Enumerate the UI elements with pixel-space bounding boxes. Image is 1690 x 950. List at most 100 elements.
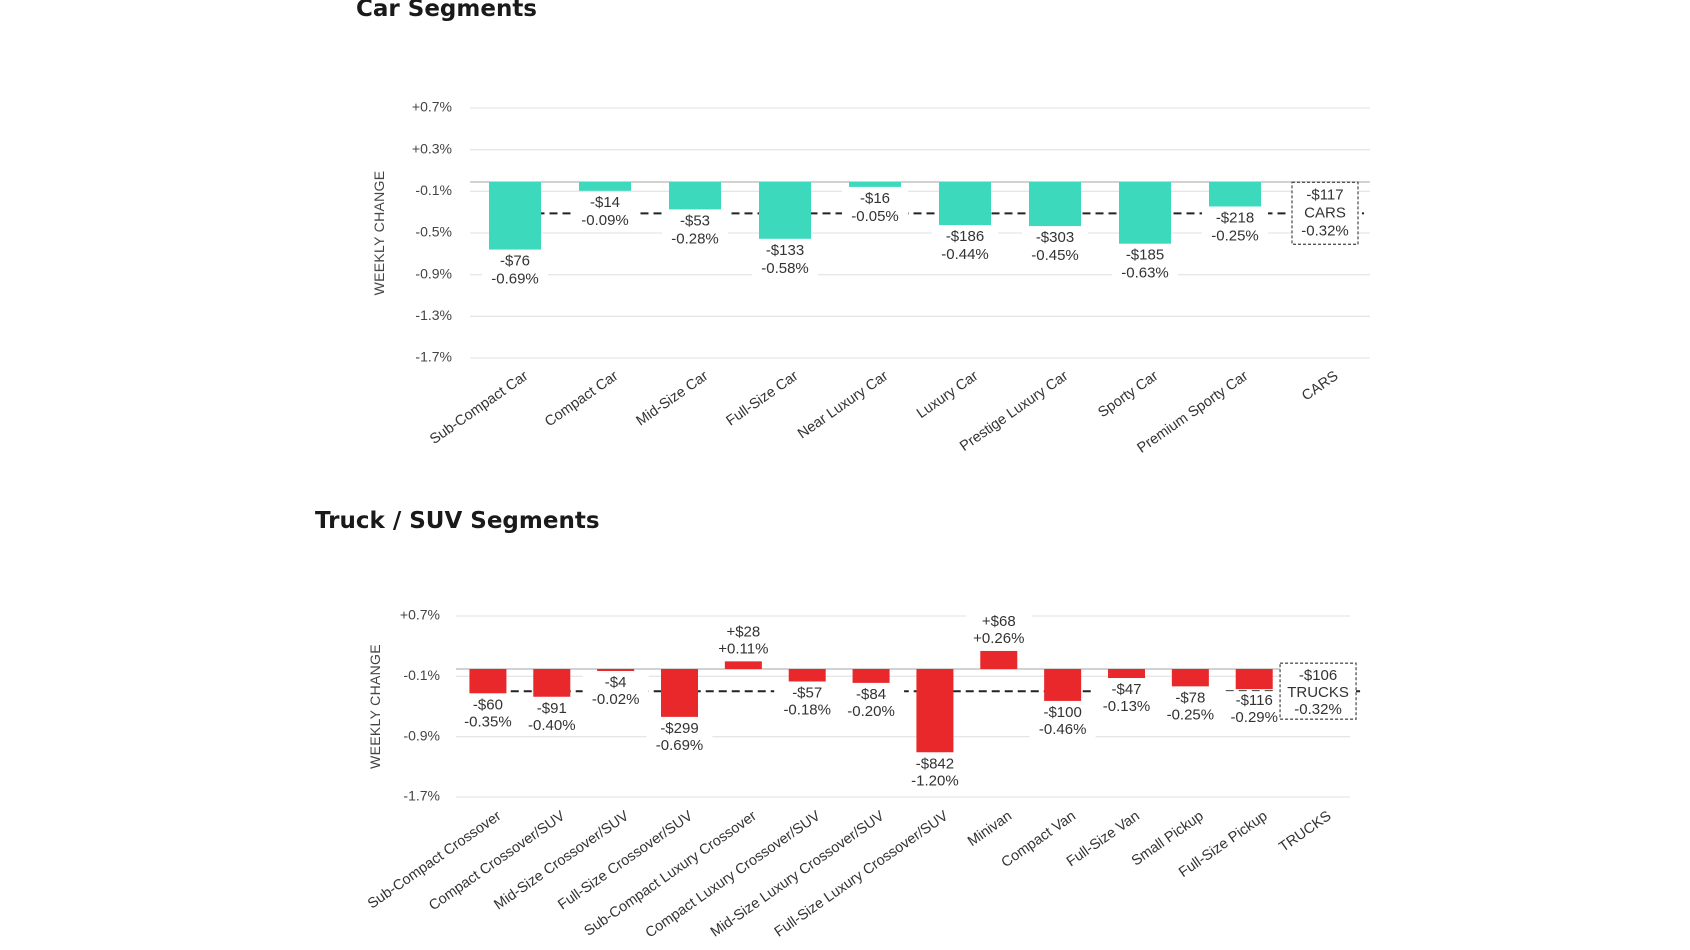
data-label-percent: -0.35% (464, 713, 512, 730)
summary-label: CARS (1304, 204, 1346, 221)
data-label-background (1112, 245, 1178, 284)
car-segments-title: Car Segments (356, 0, 538, 22)
bar (533, 669, 571, 697)
summary-box (1279, 662, 1357, 720)
y-tick-label: -1.7% (403, 788, 440, 804)
data-label-percent: -0.09% (581, 212, 629, 229)
bar (1029, 182, 1081, 227)
data-label-background (454, 695, 521, 732)
bar (489, 182, 541, 250)
summary-percent: -0.32% (1301, 222, 1349, 239)
bar (597, 669, 635, 671)
data-label-background (752, 240, 818, 279)
bar (1209, 182, 1261, 207)
bar (1044, 669, 1082, 701)
bar (661, 669, 698, 717)
data-label-dollar: +$28 (726, 623, 760, 640)
data-label-percent: -0.58% (761, 260, 809, 277)
data-label-dollar: -$116 (1236, 692, 1273, 709)
bar (724, 661, 762, 669)
data-label-dollar: -$78 (1175, 689, 1205, 706)
data-label-percent: -0.25% (1167, 706, 1215, 723)
y-tick-label: -0.1% (415, 182, 452, 198)
car-segments-chart: +0.7% +0.3% -0.1% -0.5% -0.9% -1.3% -1.7% WEEKL… (371, 99, 1370, 457)
data-label-dollar: -$218 (1216, 209, 1254, 226)
data-label-background (1093, 680, 1160, 717)
y-tick-label: +0.3% (412, 140, 452, 156)
data-label-background (901, 754, 968, 791)
bar (1171, 669, 1209, 687)
data-label-percent: +0.11% (718, 640, 768, 657)
data-label-dollar: -$100 (1043, 704, 1081, 721)
data-label-background (842, 188, 908, 227)
data-label-background (572, 192, 638, 231)
summary-box (1291, 181, 1359, 245)
data-label-background (838, 684, 905, 721)
data-label-background (774, 683, 841, 720)
bar (1235, 669, 1273, 690)
data-label-dollar: -$14 (590, 194, 620, 211)
y-axis-label: WEEKLY CHANGE (371, 171, 387, 296)
data-label-percent: -0.40% (528, 717, 576, 734)
bar (980, 650, 1018, 669)
data-label-percent: -0.69% (491, 271, 539, 288)
y-tick-label: +0.7% (412, 99, 452, 115)
y-axis-label: WEEKLY CHANGE (367, 644, 383, 769)
data-label-dollar: -$84 (856, 686, 886, 703)
bar (759, 182, 811, 239)
data-label-dollar: -$91 (537, 700, 567, 717)
data-label-percent: -0.05% (851, 208, 899, 225)
y-tick-label: -1.3% (415, 307, 452, 323)
bar (849, 182, 901, 187)
summary-percent: -0.32% (1294, 701, 1342, 718)
bar (916, 669, 954, 753)
x-tick-label: TRUCKS (1276, 808, 1334, 855)
data-label-background (965, 611, 1032, 648)
data-label-percent: -0.69% (656, 737, 704, 754)
data-label-percent: -0.20% (847, 703, 895, 720)
data-label-dollar: -$60 (473, 696, 503, 713)
truck-suv-segments-title: Truck / SUV Segments (315, 508, 600, 534)
data-label-dollar: -$133 (766, 242, 804, 259)
bar (579, 182, 631, 191)
data-label-background (582, 673, 649, 709)
bar (852, 669, 890, 683)
bar (1108, 669, 1145, 679)
data-label-dollar: -$53 (680, 212, 710, 229)
data-label-background (646, 718, 713, 755)
data-label-background (1221, 691, 1288, 728)
data-label-dollar: -$303 (1036, 229, 1074, 246)
data-label-background (1202, 208, 1268, 247)
bar (1119, 182, 1171, 244)
data-label-background (482, 251, 548, 290)
y-tick-label: -0.5% (415, 224, 452, 240)
bar (669, 182, 721, 210)
data-label-background (932, 227, 998, 266)
data-label-background (662, 211, 728, 250)
data-label-percent: -0.29% (1230, 709, 1278, 726)
data-label-background (710, 622, 777, 659)
data-label-dollar: -$186 (946, 228, 984, 245)
data-label-percent: -0.46% (1039, 721, 1087, 738)
summary-label: TRUCKS (1287, 684, 1349, 701)
data-label-dollar: -$47 (1111, 681, 1141, 698)
bar (788, 669, 826, 682)
data-label-percent: -0.44% (941, 246, 989, 263)
data-label-percent: -0.28% (671, 230, 719, 247)
data-label-percent: -0.13% (1103, 698, 1151, 715)
data-label-dollar: -$299 (660, 720, 698, 737)
data-label-percent: -0.25% (1211, 227, 1259, 244)
data-label-dollar: -$57 (792, 684, 822, 701)
bar (939, 182, 991, 226)
data-label-background (1157, 688, 1224, 725)
data-label-percent: -1.20% (911, 772, 959, 789)
y-tick-label: +0.7% (400, 607, 440, 623)
data-label-dollar: -$16 (860, 190, 890, 207)
data-label-background (1029, 702, 1096, 739)
data-label-dollar: +$68 (982, 613, 1016, 630)
data-label-percent: -0.63% (1121, 265, 1169, 282)
summary-dollar: -$117 (1306, 186, 1343, 203)
y-tick-label: -0.9% (403, 727, 440, 743)
data-label-percent: -0.45% (1031, 247, 1079, 264)
